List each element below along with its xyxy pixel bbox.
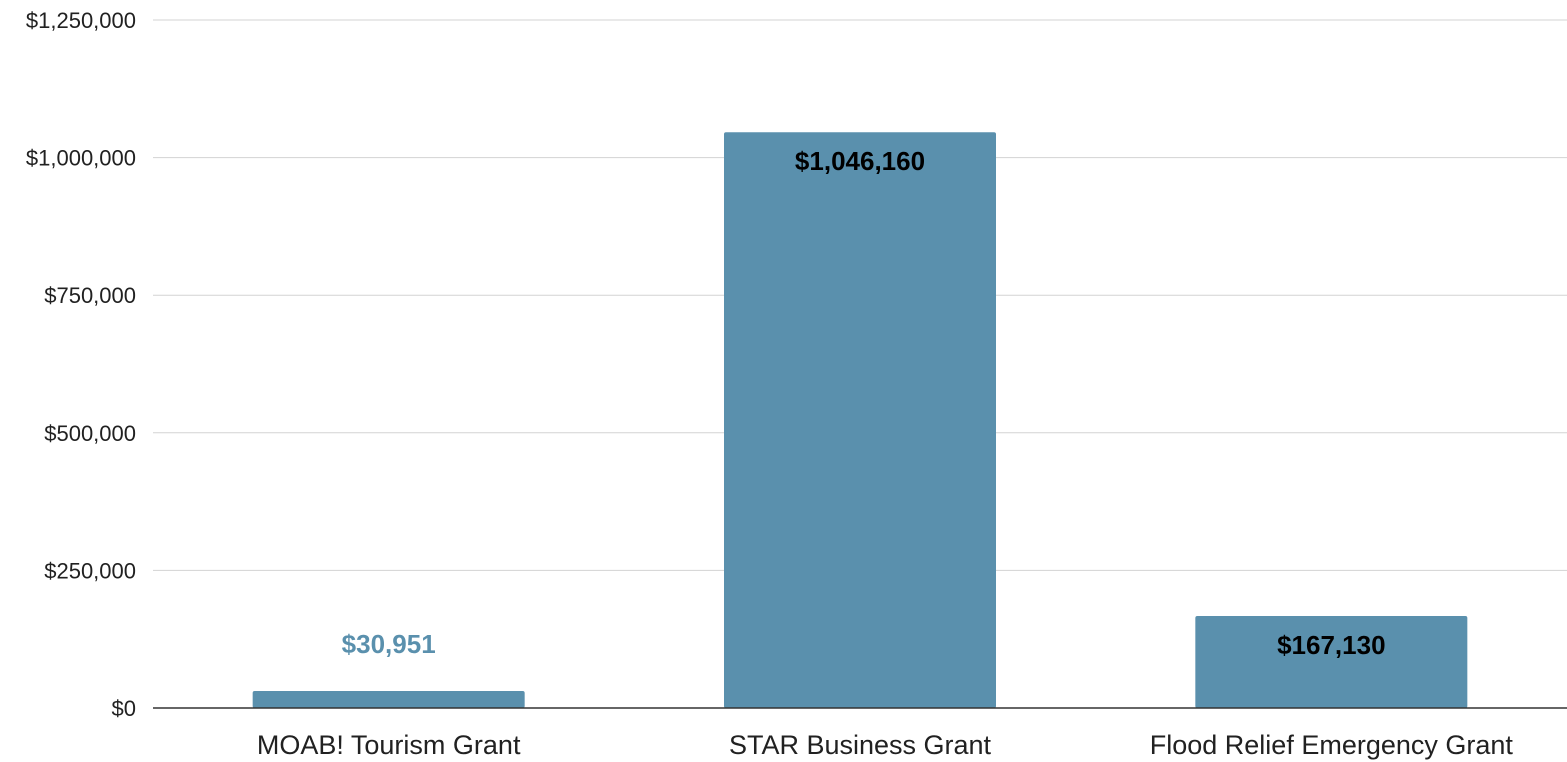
data-label: $167,130 (1277, 630, 1385, 660)
y-tick-label: $750,000 (44, 283, 136, 308)
y-tick-label: $1,000,000 (26, 146, 136, 171)
y-axis-ticks: $0 $250,000 $500,000 $750,000 $1,000,000 $1,2… (26, 8, 136, 721)
bars (252, 132, 1468, 708)
y-tick-label: $500,000 (44, 421, 136, 446)
bar (1195, 616, 1468, 708)
data-label: $1,046,160 (795, 146, 925, 176)
x-tick-label: Flood Relief Emergency Grant (1150, 730, 1514, 760)
bar (252, 690, 525, 708)
x-axis-ticks: MOAB! Tourism Grant STAR Business Grant Fl… (257, 730, 1514, 760)
x-tick-label: MOAB! Tourism Grant (257, 730, 521, 760)
y-tick-label: $250,000 (44, 558, 136, 583)
x-tick-label: STAR Business Grant (729, 730, 992, 760)
data-labels: $30,951 $1,046,160 $167,130 (342, 146, 1386, 660)
data-label: $30,951 (342, 629, 436, 659)
y-tick-label: $0 (112, 696, 136, 721)
bar (724, 132, 996, 708)
y-tick-label: $1,250,000 (26, 8, 136, 33)
